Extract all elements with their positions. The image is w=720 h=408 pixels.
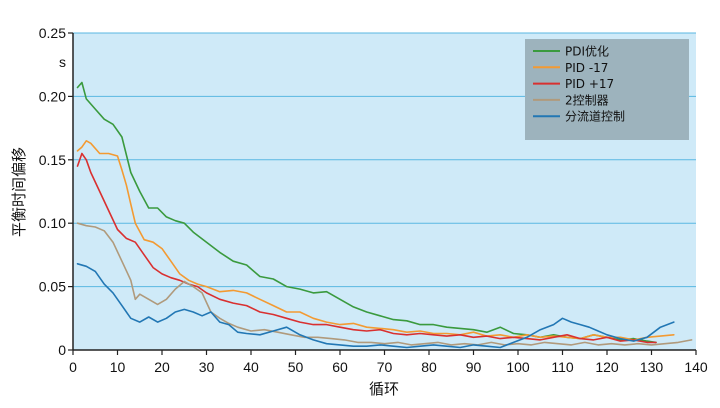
series-layer bbox=[76, 81, 693, 349]
series-line-4 bbox=[76, 222, 693, 346]
legend-label: 2控制器 bbox=[565, 93, 609, 107]
legend-label: 分流道控制 bbox=[565, 110, 625, 124]
x-tick-label: 60 bbox=[332, 359, 348, 375]
x-tick-label: 80 bbox=[421, 359, 437, 375]
x-tick-label: 40 bbox=[243, 359, 259, 375]
y-tick-label: 0.05 bbox=[39, 279, 66, 295]
x-tick-label: 0 bbox=[69, 359, 77, 375]
x-tick-label: 140 bbox=[684, 359, 708, 375]
x-tick-label: 100 bbox=[506, 359, 530, 375]
y-axis-title: 平衡时间偏移 bbox=[10, 147, 28, 237]
y-tick-label: 0.10 bbox=[39, 215, 66, 231]
series-line-1 bbox=[76, 81, 657, 344]
grid-lines bbox=[73, 32, 696, 288]
x-tick-label: 70 bbox=[377, 359, 393, 375]
x-tick-label: 20 bbox=[154, 359, 170, 375]
legend-label: PDI优化 bbox=[565, 45, 609, 59]
legend-label: PID +17 bbox=[565, 77, 614, 91]
x-tick-labels: 0 10 20 30 40 50 60 70 80 90 100 110 120 130 140 bbox=[69, 350, 708, 375]
x-tick-label: 10 bbox=[110, 359, 126, 375]
x-tick-label: 90 bbox=[466, 359, 482, 375]
y-tick-label: 0.20 bbox=[39, 88, 66, 104]
y-tick-label: 0 bbox=[58, 342, 66, 358]
x-tick-label: 50 bbox=[288, 359, 304, 375]
y-tick-labels: 0 0.05 0.10 0.15 0.20 0.25 bbox=[39, 25, 73, 358]
x-tick-label: 110 bbox=[551, 359, 574, 375]
y-tick-label: 0.25 bbox=[39, 25, 66, 41]
x-axis-title: 循环 bbox=[369, 380, 399, 398]
x-tick-label: 30 bbox=[199, 359, 215, 375]
y-unit-label: s bbox=[59, 54, 66, 70]
legend-label: PID -17 bbox=[565, 61, 608, 75]
series-line-5 bbox=[76, 262, 675, 349]
x-tick-label: 120 bbox=[595, 359, 619, 375]
series-line-3 bbox=[76, 152, 657, 344]
x-tick-label: 130 bbox=[640, 359, 664, 375]
legend-box bbox=[525, 39, 689, 140]
y-tick-label: 0.15 bbox=[39, 152, 66, 168]
